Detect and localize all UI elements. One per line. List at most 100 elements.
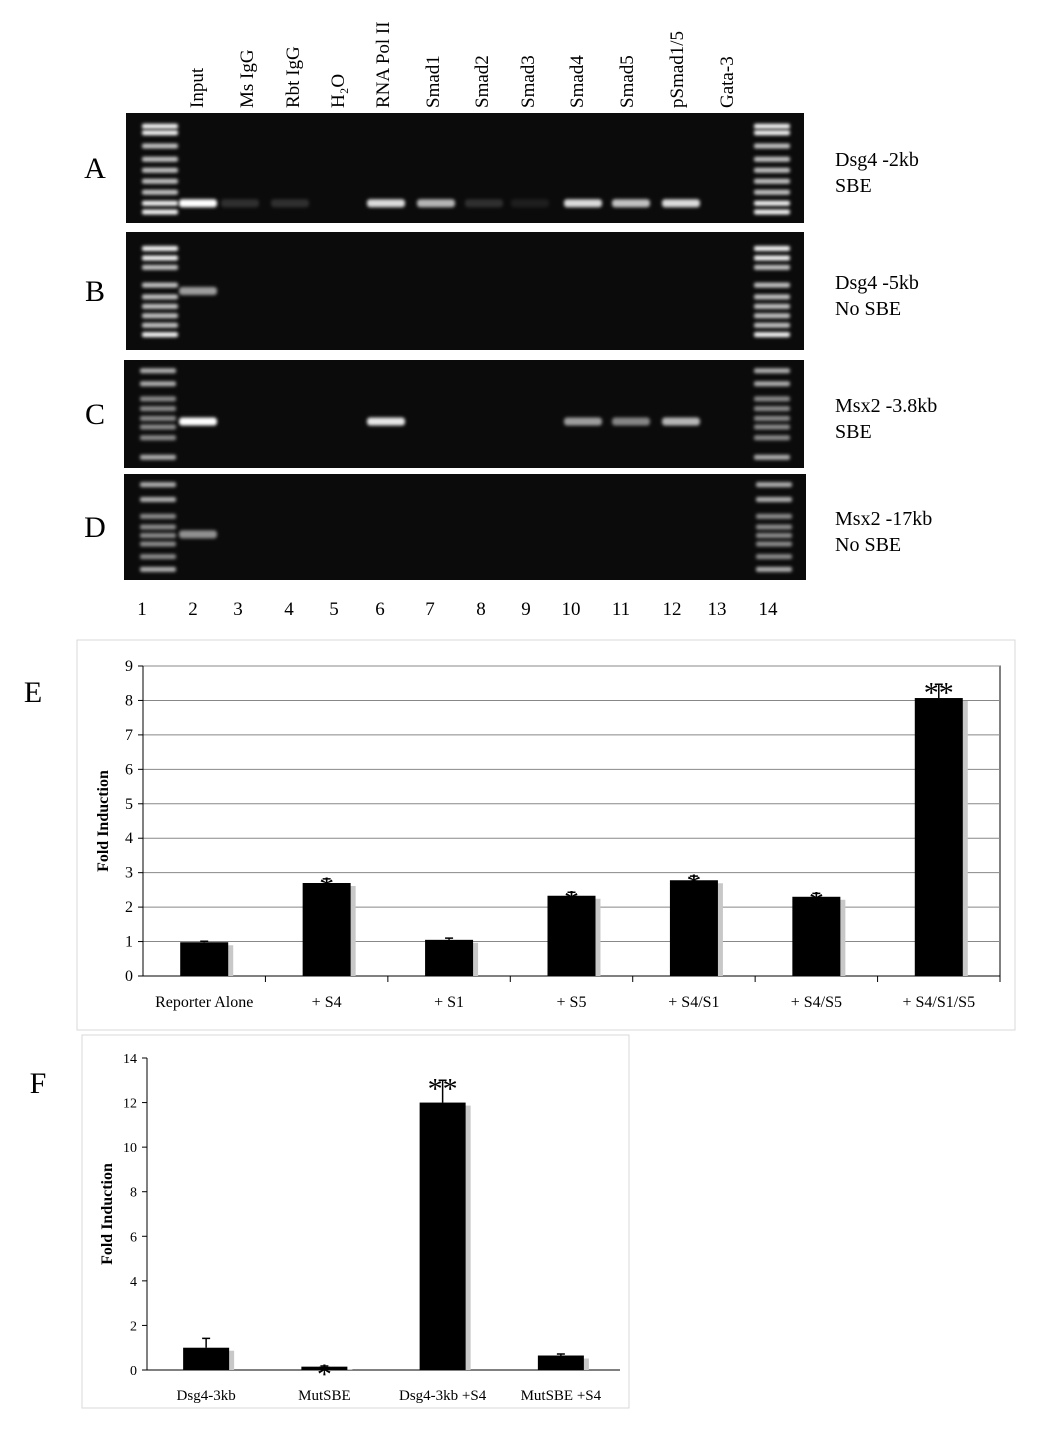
gel-band — [564, 417, 602, 426]
panel-label: Msx2 -17kb — [835, 508, 932, 530]
lane-number: 7 — [425, 599, 435, 620]
ladder-band — [754, 123, 790, 129]
lane-label: H₂O — [328, 74, 349, 108]
ladder-band — [754, 156, 790, 162]
gel-band — [612, 199, 650, 208]
lane-number: 12 — [663, 599, 682, 620]
ladder-band — [142, 156, 178, 162]
ladder-band — [756, 566, 792, 572]
ladder-band — [754, 332, 790, 338]
error-bar — [320, 1365, 329, 1367]
gel-band — [179, 417, 217, 426]
ladder-band — [142, 246, 178, 252]
y-tick-label: 12 — [123, 1097, 137, 1112]
ladder-band — [142, 332, 178, 338]
ladder-band — [140, 406, 176, 412]
x-tick-label: + S1 — [434, 994, 464, 1011]
ladder-band — [142, 123, 178, 129]
lane-number: 3 — [233, 599, 243, 620]
panel-label: Dsg4 -2kb — [835, 149, 919, 171]
ladder-band — [140, 496, 176, 502]
ladder-band — [140, 381, 176, 387]
y-axis-label: Fold Induction — [95, 770, 112, 872]
error-bar — [445, 937, 454, 940]
panel-letter: A — [84, 152, 106, 185]
y-tick-label: 4 — [125, 830, 133, 847]
ladder-band — [754, 167, 790, 173]
lane-number: 8 — [476, 599, 486, 620]
x-tick-label: + S5 — [557, 994, 587, 1011]
y-tick-label: 8 — [125, 692, 133, 709]
ladder-band — [754, 313, 790, 319]
lane-number: 2 — [188, 599, 198, 620]
ladder-band — [142, 167, 178, 173]
error-bar — [812, 892, 821, 897]
panel-letter: C — [85, 398, 105, 431]
ladder-band — [754, 130, 790, 136]
y-tick-label: 2 — [125, 899, 133, 916]
lane-label: Smad3 — [518, 55, 539, 108]
x-tick-label: + S4/S5 — [791, 994, 842, 1011]
error-bar — [934, 683, 943, 699]
ladder-band — [756, 513, 792, 519]
y-tick-label: 7 — [125, 727, 133, 744]
ladder-band — [754, 435, 790, 441]
ladder-band — [142, 313, 178, 319]
lane-label: Ms IgG — [237, 49, 258, 108]
ladder-band — [140, 415, 176, 421]
error-bar — [438, 1079, 447, 1103]
ladder-band — [140, 513, 176, 519]
y-tick-label: 8 — [130, 1186, 137, 1201]
lane-label: Smad5 — [617, 55, 638, 108]
bar — [669, 880, 718, 976]
bar — [792, 896, 841, 976]
ladder-band — [140, 454, 176, 460]
x-tick-label: + S4/S1 — [668, 994, 719, 1011]
ladder-band — [754, 415, 790, 421]
ladder-band — [142, 294, 178, 300]
ladder-band — [142, 200, 178, 206]
bar — [547, 895, 596, 976]
gel-band — [179, 530, 217, 539]
gel-band — [662, 417, 700, 426]
error-bar — [567, 891, 576, 896]
lane-number: 4 — [284, 599, 294, 620]
ladder-band — [754, 209, 790, 215]
significance-label: * — [319, 871, 334, 904]
significance-label: ** — [428, 1072, 458, 1105]
ladder-band — [754, 294, 790, 300]
lane-number: 6 — [375, 599, 385, 620]
x-tick-label: + S4 — [312, 994, 342, 1011]
ladder-band — [142, 303, 178, 309]
y-tick-label: 10 — [123, 1141, 137, 1156]
ladder-band — [754, 282, 790, 288]
lane-label: Smad1 — [423, 55, 444, 108]
lane-number: 9 — [521, 599, 531, 620]
error-bar — [202, 1337, 211, 1348]
ladder-band — [754, 396, 790, 402]
ladder-band — [754, 189, 790, 195]
ladder-band — [142, 209, 178, 215]
lane-number: 1 — [137, 599, 147, 620]
ladder-band — [140, 368, 176, 374]
ladder-band — [140, 524, 176, 530]
ladder-band — [140, 541, 176, 547]
bar — [302, 883, 351, 976]
y-tick-label: 0 — [130, 1364, 137, 1379]
error-bar — [200, 940, 209, 943]
significance-label: * — [317, 1358, 332, 1391]
x-tick-label: MutSBE +S4 — [521, 1388, 602, 1404]
lane-label: Gata-3 — [717, 56, 738, 108]
bar — [537, 1355, 584, 1370]
panel-label: Dsg4 -5kb — [835, 272, 919, 294]
lane-label: Rbt IgG — [283, 46, 304, 108]
ladder-band — [140, 482, 176, 488]
panel-letter: F — [30, 1067, 47, 1100]
gel-band — [271, 199, 309, 208]
bar — [419, 1102, 466, 1370]
ladder-band — [142, 322, 178, 328]
ladder-band — [754, 178, 790, 184]
chart-frame — [76, 639, 1016, 1031]
